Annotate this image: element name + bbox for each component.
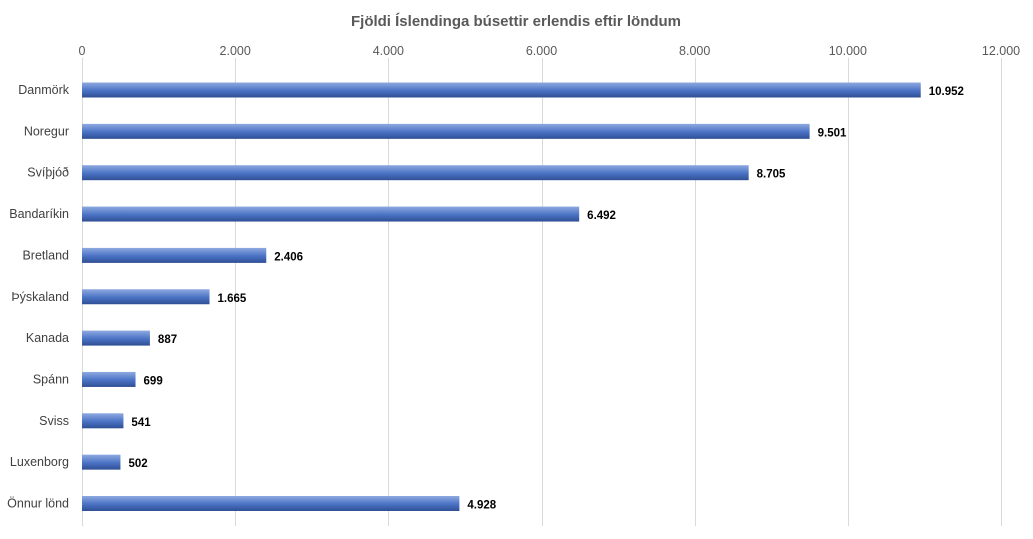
category-label: Kanada [26, 331, 69, 345]
data-label: 502 [128, 458, 147, 470]
chart-title: Fjöldi Íslendinga búsettir erlendis efti… [351, 13, 681, 30]
data-label: 9.501 [818, 127, 847, 139]
category-label: Sviss [39, 414, 69, 428]
x-tick-label: 10.000 [829, 44, 867, 58]
bar [82, 247, 267, 263]
bar [82, 454, 121, 470]
data-label: 4.928 [467, 500, 496, 512]
x-tick-label: 12.000 [982, 44, 1020, 58]
category-label: Danmörk [18, 83, 69, 97]
bar [82, 82, 921, 98]
x-tick-label: 4.000 [373, 44, 404, 58]
x-tick-label: 2.000 [220, 44, 251, 58]
category-label: Luxenborg [10, 455, 69, 469]
data-labels: 10.952 9.501 8.705 6.492 2.406 1.665 887 699 541… [128, 86, 963, 512]
category-label: Þýskaland [11, 290, 69, 304]
x-tick-label: 6.000 [526, 44, 557, 58]
x-tick-label: 8.000 [679, 44, 710, 58]
x-tick-label: 0 [79, 44, 86, 58]
data-label: 8.705 [757, 169, 786, 181]
bar [82, 206, 580, 222]
data-label: 699 [144, 375, 163, 387]
data-label: 10.952 [929, 86, 964, 98]
bar [82, 289, 210, 305]
x-axis-tick-labels: 0 2.000 4.000 6.000 8.000 10.000 12.000 [79, 44, 1021, 58]
bar [82, 496, 460, 511]
data-label: 887 [158, 334, 177, 346]
bar [82, 123, 810, 139]
data-label: 541 [131, 417, 151, 429]
data-label: 2.406 [274, 251, 303, 263]
category-label: Spánn [33, 372, 69, 386]
bar [82, 165, 749, 181]
category-labels: Danmörk Noregur Svíþjóð Bandaríkin Bretland Þ… [7, 83, 70, 511]
category-label: Noregur [24, 124, 69, 138]
category-label: Bretland [22, 248, 69, 262]
bar [82, 413, 124, 429]
bar [82, 371, 136, 387]
category-label: Önnur lönd [7, 497, 69, 511]
category-label: Svíþjóð [27, 166, 69, 180]
data-label: 1.665 [218, 293, 247, 305]
bars [82, 82, 921, 511]
data-label: 6.492 [587, 210, 616, 222]
bar [82, 330, 150, 346]
category-label: Bandaríkin [9, 207, 69, 221]
